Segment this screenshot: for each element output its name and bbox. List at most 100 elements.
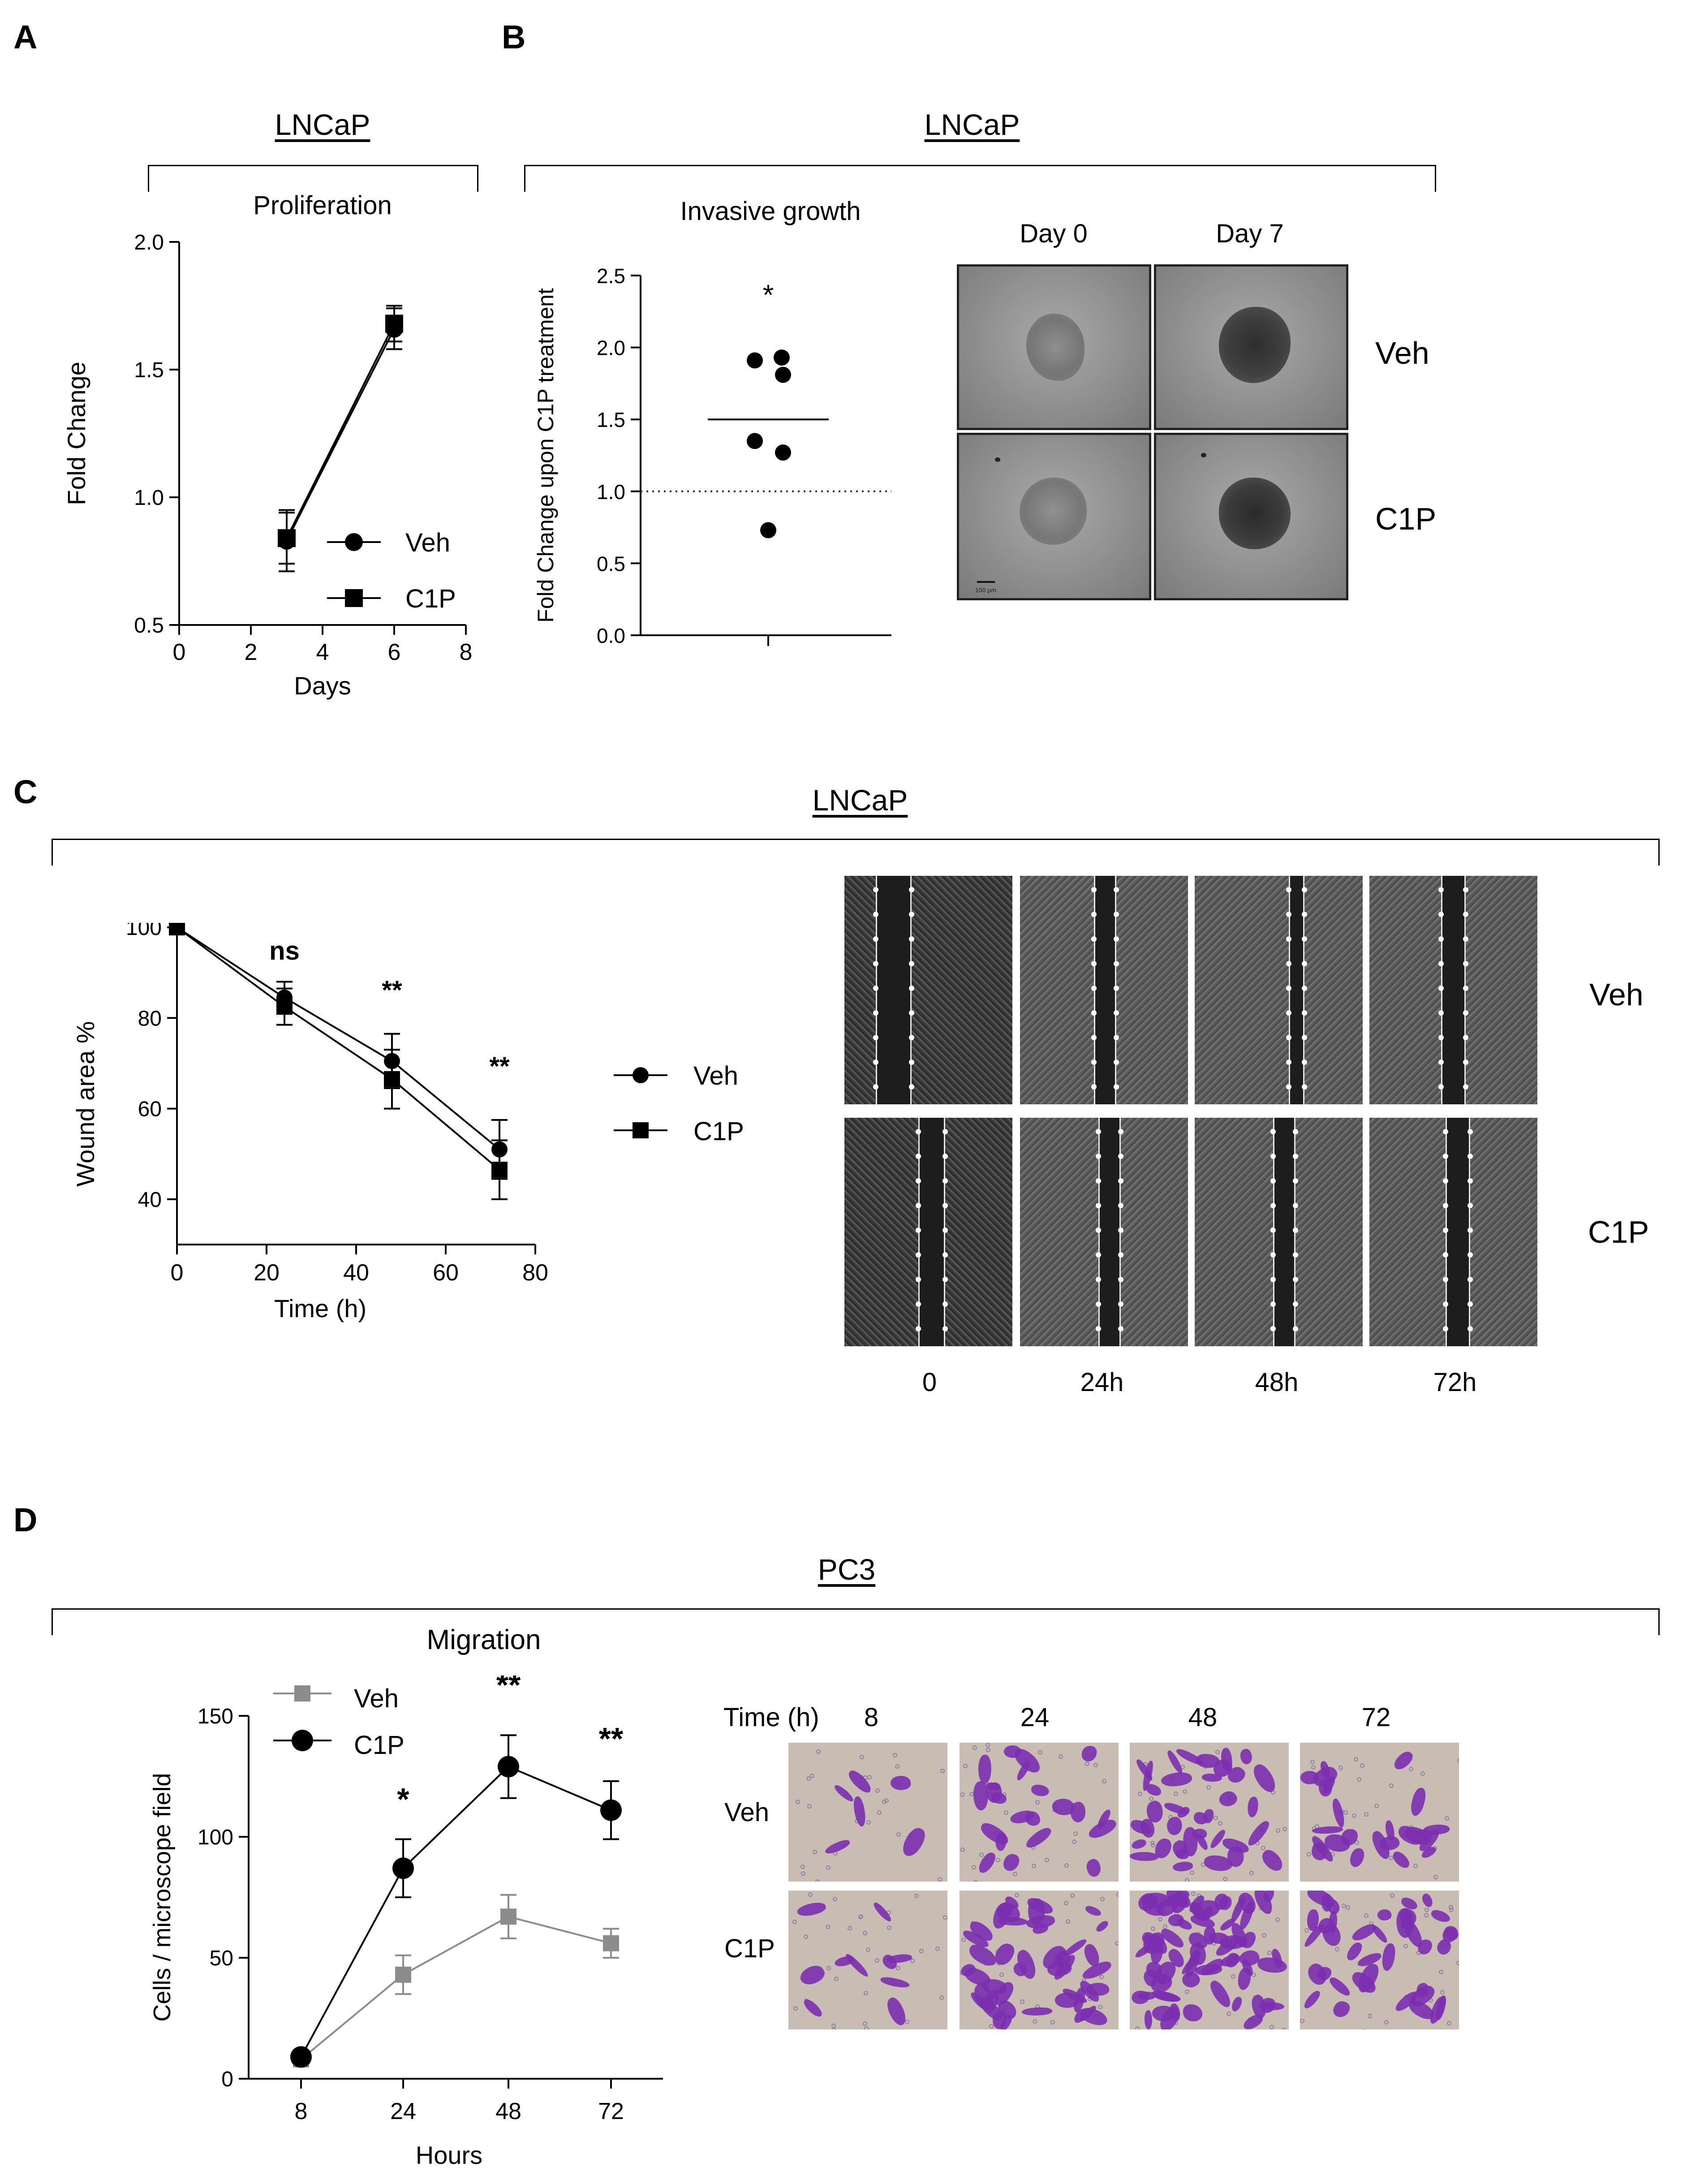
wound-edge-marker [1286,1060,1291,1065]
wound-edge-marker [1302,1035,1307,1040]
membrane-pore [1420,1771,1425,1776]
wound-edge-marker [1118,1326,1123,1331]
wound-edge-marker [1463,1084,1468,1090]
wound-edge-marker [1114,1060,1119,1065]
series-line-c1p [284,1006,393,1080]
membrane-pore [801,1871,805,1876]
series-line-veh [286,328,395,541]
membrane-pore [800,1865,805,1869]
wound-edge-marker [1096,1178,1101,1184]
wound-edge-marker [942,1326,948,1331]
wound-edge-marker [1091,887,1097,892]
membrane-pore [1072,1839,1076,1844]
membrane-pore [815,1879,820,1882]
membrane-pore [1115,1941,1119,1946]
series-line-c1p [402,1766,509,1869]
membrane-pore [1364,1812,1369,1817]
panel-d-col-48: 48 [1188,1703,1218,1732]
wound-edge-marker [1096,1301,1101,1307]
wound-edge-marker [1443,1203,1448,1208]
wound-edge-marker [909,986,914,991]
significance-marker: * [397,1782,409,1817]
series-line-veh [403,1916,509,1976]
data-point-c1p [600,1799,622,1821]
membrane-pore [810,1774,814,1778]
panel-b-cell-line: LNCaP [924,108,1020,141]
membrane-pore [1013,1872,1017,1876]
wound-edge-marker [1096,1203,1101,1208]
panel-c-legend-c1p: C1P [693,1117,744,1146]
wound-edge-marker [1114,936,1119,942]
membrane-pore [1390,1893,1394,1898]
wound-edge-marker [1286,961,1291,966]
membrane-pore [860,1755,864,1759]
legend-circle-marker [633,1067,649,1083]
membrane-pore [960,1792,965,1797]
membrane-pore [938,1877,942,1882]
membrane-pore [1032,1864,1036,1868]
wound-edge-marker [1293,1203,1298,1208]
x-tick-label: 72 [598,2098,624,2124]
wound-edge-marker [1438,887,1444,892]
x-axis-title: Hours [416,2141,482,2169]
y-tick-label: 1.0 [597,480,625,504]
migration-image-grid [788,1743,1460,2029]
wound-gap [1441,876,1466,1104]
wound-edge-marker [1468,1129,1473,1134]
wound-edge-marker [942,1228,948,1233]
wound-edge-marker [1443,1228,1448,1233]
wound-edge-marker [1286,887,1291,892]
wound-edge-marker [1438,961,1444,966]
spheroid-image-c1p-day0: 100 µm [957,433,1151,600]
membrane-pore [973,1745,977,1750]
data-point-c1p [169,923,185,935]
y-tick-label: 40 [138,1188,162,1212]
spheroid-image-veh-day7 [1154,264,1348,430]
wound-edge-marker [909,936,914,942]
data-point-c1p [278,529,296,547]
x-axis-title: Days [294,672,351,700]
membrane-pore [1099,1975,1104,1979]
wound-edge-marker [1302,961,1307,966]
membrane-pore [1183,1789,1187,1794]
wound-edge-marker [1293,1252,1298,1258]
scale-bar-label: 100 µm [975,586,996,594]
wound-edge-marker [1118,1129,1123,1134]
panel-b-row-c1p: C1P [1375,501,1437,536]
stained-cell [1202,1774,1222,1782]
membrane-pore [1116,1892,1119,1897]
x-axis-title: Time (h) [274,1294,366,1322]
wound-edge-marker [1302,1084,1307,1090]
membrane-pore [866,1820,871,1825]
stained-cell [1084,1857,1104,1879]
y-tick-label: 150 [198,1705,233,1728]
legend-square-marker [345,589,363,607]
membrane-pore [943,1915,947,1920]
wound-area-chart: 40 60 80 100 0 20 40 60 80 Time (h) Wound area % ns… [71,923,548,1322]
wound-edge-marker [1463,1060,1468,1065]
x-tick-label: 24 [390,2098,416,2124]
y-tick-label: 0 [221,2068,233,2091]
wound-image [1369,876,1537,1104]
stained-cell [1165,1815,1184,1837]
stained-cell [1021,2006,1053,2017]
membrane-pore [1440,1990,1445,1994]
stained-cell [1376,1908,1393,1922]
series-line-veh [284,997,393,1062]
membrane-pore [806,1776,811,1781]
wound-edge-marker [916,1326,921,1331]
significance-marker: ** [496,1676,521,1702]
stained-cell [1219,1896,1232,1910]
panel-c-cell-line: LNCaP [812,784,908,817]
wound-edge-marker [1286,1084,1291,1090]
stained-cell [1381,1943,1396,1972]
wound-edge-marker [1114,912,1119,917]
membrane-pore [866,1947,870,1952]
x-tick-label: 20 [254,1260,280,1286]
panel-c-col-72h: 72h [1433,1368,1477,1397]
y-axis-title: Fold Change [62,362,90,505]
wound-edge-marker [1443,1178,1448,1184]
x-tick-label: 48 [495,2098,521,2124]
membrane-pore [864,1991,868,1995]
wound-gap [1273,1118,1295,1346]
